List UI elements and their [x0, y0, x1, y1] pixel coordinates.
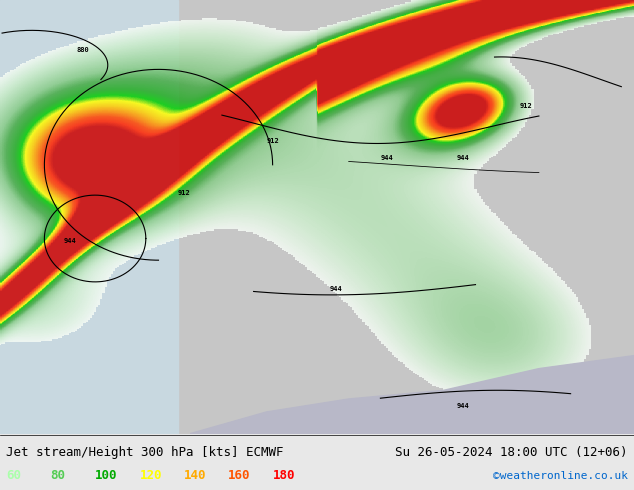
Text: 60: 60	[6, 469, 22, 483]
Text: 140: 140	[184, 469, 206, 483]
Text: 944: 944	[63, 238, 76, 244]
Text: 100: 100	[95, 469, 117, 483]
Text: 160: 160	[228, 469, 250, 483]
Text: 80: 80	[51, 469, 66, 483]
Bar	[0, 0, 178, 434]
Text: ©weatheronline.co.uk: ©weatheronline.co.uk	[493, 471, 628, 481]
Text: 120: 120	[139, 469, 162, 483]
Text: Su 26-05-2024 18:00 UTC (12+06): Su 26-05-2024 18:00 UTC (12+06)	[395, 446, 628, 459]
Polygon shape	[190, 356, 634, 434]
Text: 180: 180	[273, 469, 295, 483]
Text: 944: 944	[330, 286, 342, 292]
Text: 912: 912	[266, 138, 279, 144]
Text: 880: 880	[76, 47, 89, 53]
Text: 912: 912	[520, 103, 533, 109]
Text: Jet stream/Height 300 hPa [kts] ECMWF: Jet stream/Height 300 hPa [kts] ECMWF	[6, 446, 284, 459]
Text: 944: 944	[456, 403, 469, 409]
Text: 944: 944	[380, 155, 393, 161]
Text: 912: 912	[178, 190, 190, 196]
Text: 944: 944	[456, 155, 469, 161]
